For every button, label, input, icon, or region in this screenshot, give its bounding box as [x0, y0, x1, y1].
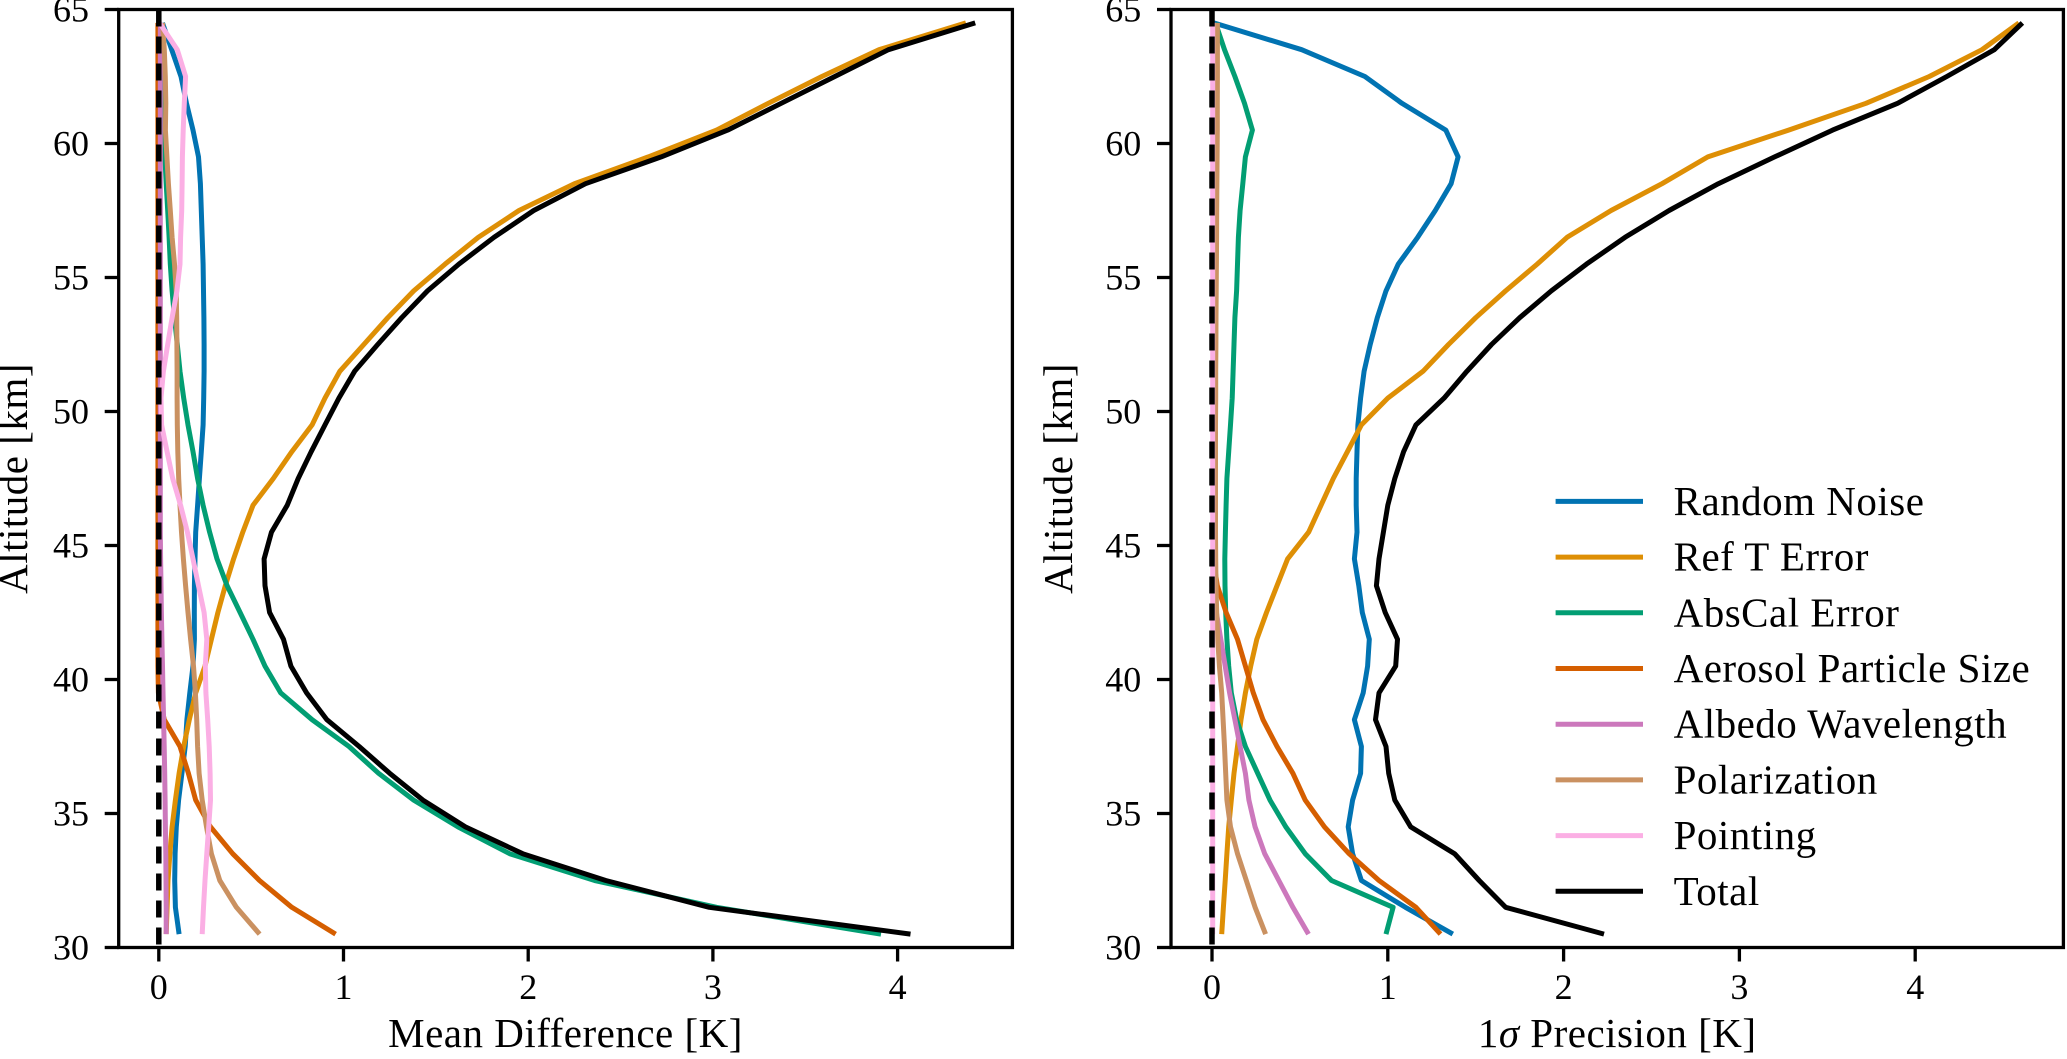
svg-text:30: 30 — [53, 928, 89, 968]
svg-text:Polarization: Polarization — [1674, 756, 1878, 802]
svg-text:0: 0 — [1203, 967, 1221, 1007]
svg-text:60: 60 — [1105, 124, 1141, 164]
svg-text:4: 4 — [1906, 967, 1924, 1007]
svg-text:Random Noise: Random Noise — [1674, 478, 1925, 524]
svg-text:60: 60 — [53, 124, 89, 164]
svg-text:40: 40 — [1105, 660, 1141, 700]
svg-text:Ref T Error: Ref T Error — [1674, 534, 1869, 580]
svg-text:45: 45 — [53, 526, 89, 566]
svg-text:AbsCal Error: AbsCal Error — [1674, 589, 1900, 635]
svg-text:Pointing: Pointing — [1674, 812, 1817, 858]
svg-text:50: 50 — [53, 392, 89, 432]
svg-text:65: 65 — [1105, 0, 1141, 30]
svg-text:40: 40 — [53, 660, 89, 700]
svg-text:1: 1 — [1379, 967, 1397, 1007]
svg-text:50: 50 — [1105, 392, 1141, 432]
svg-text:55: 55 — [1105, 258, 1141, 298]
svg-text:0: 0 — [150, 967, 168, 1007]
svg-text:3: 3 — [704, 967, 722, 1007]
svg-text:65: 65 — [53, 0, 89, 30]
svg-text:35: 35 — [53, 794, 89, 834]
svg-text:Aerosol Particle Size: Aerosol Particle Size — [1674, 645, 2031, 691]
svg-text:Albedo Wavelength: Albedo Wavelength — [1674, 701, 2008, 747]
svg-text:4: 4 — [889, 967, 907, 1007]
svg-text:Mean Difference [K]: Mean Difference [K] — [388, 1010, 743, 1056]
svg-text:55: 55 — [53, 258, 89, 298]
svg-text:Total: Total — [1674, 868, 1760, 914]
svg-text:30: 30 — [1105, 928, 1141, 968]
svg-text:3: 3 — [1730, 967, 1748, 1007]
svg-text:1: 1 — [335, 967, 353, 1007]
svg-text:45: 45 — [1105, 526, 1141, 566]
svg-text:35: 35 — [1105, 794, 1141, 834]
svg-text:Altitude [km]: Altitude [km] — [0, 363, 36, 594]
svg-text:2: 2 — [519, 967, 537, 1007]
svg-text:1σ Precision [K]: 1σ Precision [K] — [1478, 1010, 1757, 1056]
svg-text:Altitude [km]: Altitude [km] — [1035, 363, 1081, 594]
svg-text:2: 2 — [1555, 967, 1573, 1007]
